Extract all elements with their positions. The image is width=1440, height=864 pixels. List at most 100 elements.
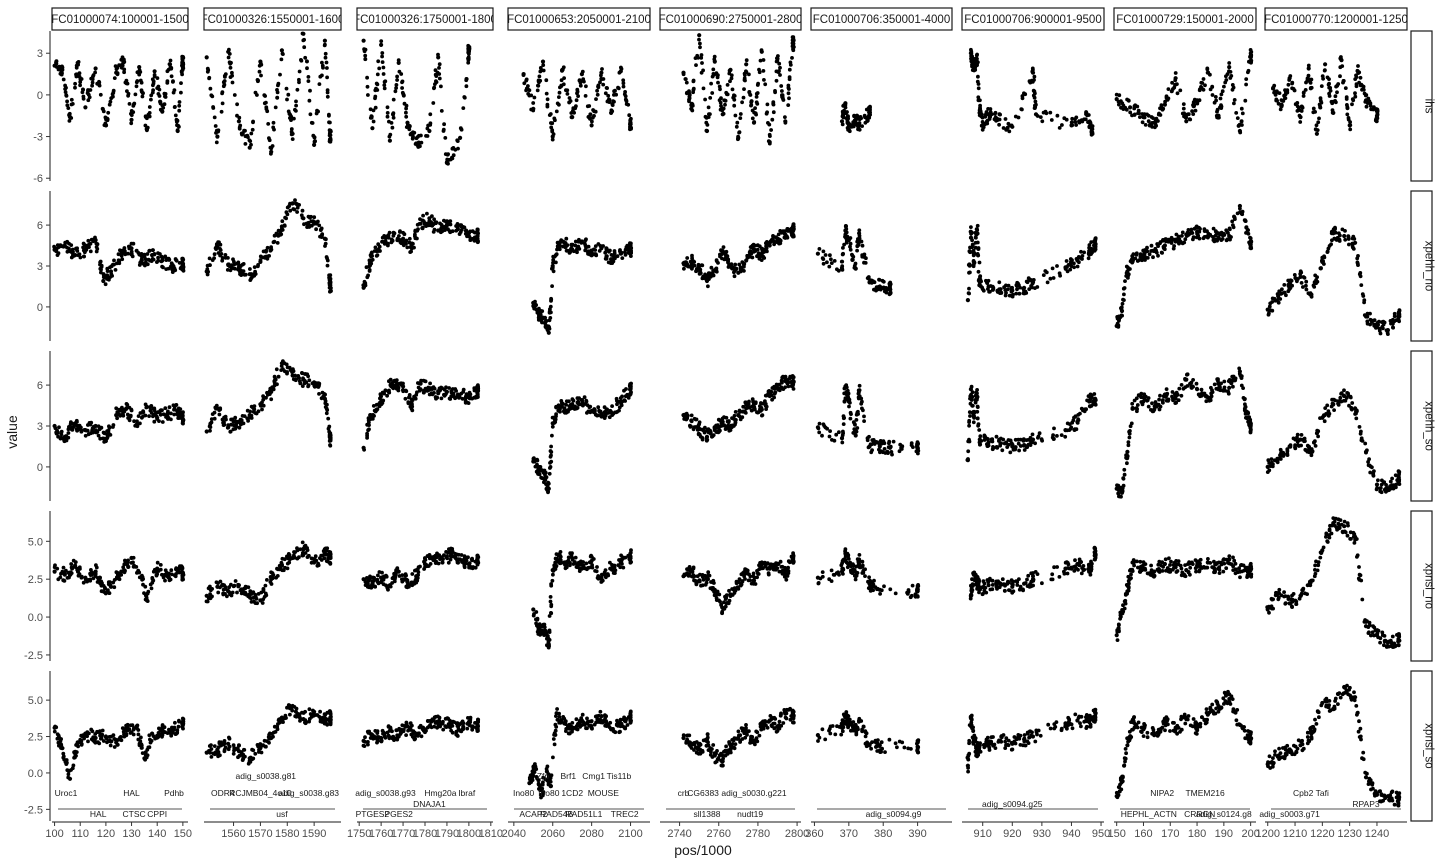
density-point xyxy=(878,287,883,292)
data-point xyxy=(589,123,594,128)
density-point xyxy=(75,423,80,428)
density-point xyxy=(281,359,285,364)
density-point xyxy=(78,255,83,260)
density-point xyxy=(411,134,415,139)
density-point xyxy=(603,91,608,96)
density-point xyxy=(54,247,59,252)
density-point xyxy=(437,66,441,70)
density-point xyxy=(67,119,72,123)
density-point xyxy=(423,221,427,225)
density-point xyxy=(148,408,153,413)
density-point xyxy=(439,84,443,89)
density-point xyxy=(437,72,442,76)
density-point xyxy=(973,400,978,405)
density-point xyxy=(1318,105,1322,110)
density-point xyxy=(1249,58,1254,63)
density-point xyxy=(275,95,280,100)
density-point xyxy=(94,428,98,433)
density-point xyxy=(450,387,455,391)
density-point xyxy=(1163,237,1168,242)
density-point xyxy=(853,429,858,433)
density-point xyxy=(1318,96,1323,101)
density-point xyxy=(124,81,129,86)
density-point xyxy=(368,107,373,112)
density-point xyxy=(780,89,784,93)
density-point xyxy=(126,93,130,98)
density-point xyxy=(1070,123,1075,128)
density-point xyxy=(916,441,920,446)
density-point xyxy=(853,261,858,266)
density-point xyxy=(1375,112,1380,117)
density-point xyxy=(1350,102,1354,107)
density-point xyxy=(693,425,698,429)
density-point xyxy=(973,245,978,250)
density-point xyxy=(765,240,769,244)
density-point xyxy=(246,419,251,423)
density-point xyxy=(375,253,380,257)
density-point xyxy=(394,86,398,90)
density-point xyxy=(841,113,845,118)
density-point xyxy=(291,369,296,373)
density-point xyxy=(428,123,433,127)
density-point xyxy=(303,55,308,60)
density-point xyxy=(694,267,699,271)
density-point xyxy=(847,236,851,241)
data-point xyxy=(301,216,306,221)
density-point xyxy=(64,438,69,443)
density-point xyxy=(726,260,730,265)
density-point xyxy=(431,101,436,105)
density-point xyxy=(320,60,324,65)
density-point xyxy=(1224,238,1229,243)
density-point xyxy=(166,416,171,420)
density-point xyxy=(522,81,527,86)
density-point xyxy=(968,270,972,275)
density-point xyxy=(1231,225,1236,230)
density-point xyxy=(1304,287,1309,292)
density-point xyxy=(113,64,118,68)
density-point xyxy=(319,226,324,231)
density-point xyxy=(624,102,629,106)
density-point xyxy=(1350,97,1355,101)
strip-box xyxy=(961,7,1105,31)
density-point xyxy=(823,253,828,257)
density-point xyxy=(221,420,226,425)
density-point xyxy=(1041,273,1046,277)
density-point xyxy=(117,412,122,417)
density-point xyxy=(450,146,455,151)
density-point xyxy=(820,433,824,438)
density-point xyxy=(466,60,471,65)
density-point xyxy=(845,118,850,123)
density-point xyxy=(1278,107,1283,112)
density-point xyxy=(328,277,333,282)
density-point xyxy=(328,286,333,290)
density-point xyxy=(309,120,314,125)
density-point xyxy=(712,54,717,59)
density-point xyxy=(612,251,617,256)
density-point xyxy=(1299,281,1304,285)
density-point xyxy=(74,72,78,77)
density-point xyxy=(125,412,130,417)
density-point xyxy=(1198,87,1202,92)
density-point xyxy=(1051,276,1056,280)
density-point xyxy=(582,395,587,400)
density-point xyxy=(532,456,536,460)
density-point xyxy=(1224,74,1228,79)
density-point xyxy=(180,57,185,61)
column-strip: FC01000729:150001-2000 xyxy=(1113,7,1257,31)
density-point xyxy=(1331,99,1336,104)
density-point xyxy=(169,66,174,70)
density-point xyxy=(1306,63,1311,68)
density-point xyxy=(1295,101,1300,105)
density-point xyxy=(1076,417,1080,422)
density-point xyxy=(1232,101,1236,106)
density-point xyxy=(981,288,986,293)
density-point xyxy=(375,82,380,87)
density-point xyxy=(1120,313,1124,318)
data-point xyxy=(1030,437,1036,442)
density-point xyxy=(590,115,595,120)
density-point xyxy=(1276,300,1281,305)
density-point xyxy=(464,77,469,81)
density-point xyxy=(149,93,154,98)
panel xyxy=(361,38,472,166)
density-point xyxy=(86,92,91,97)
